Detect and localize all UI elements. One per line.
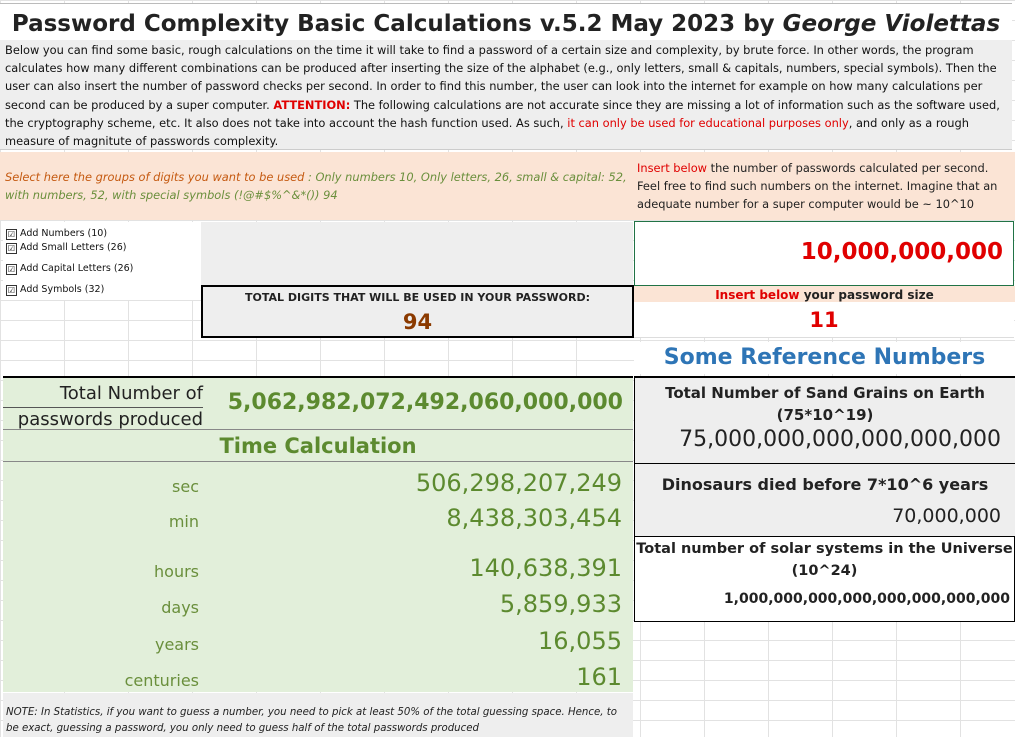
sand-value: 75,000,000,000,000,000,000: [679, 427, 1001, 452]
total-passwords-value: 5,062,982,072,492,060,000,000: [227, 390, 623, 415]
passwords-per-second-instruction: Insert below the number of passwords cal…: [633, 152, 1015, 220]
row-centuries-label: centuries: [124, 671, 199, 690]
row-days-value: 5,859,933: [499, 590, 622, 618]
reference-dinosaurs-box: Dinosaurs died before 7*10^6 years 70,00…: [634, 463, 1015, 536]
password-size-input[interactable]: 11: [634, 302, 1014, 338]
title-author: George Violettas: [782, 11, 1001, 37]
password-size-label-cell: Insert below your password size: [634, 286, 1015, 302]
total-passwords-label-line2: passwords produced: [17, 409, 203, 430]
checkbox-small-letters-label: Add Small Letters (26): [20, 242, 127, 253]
password-size-label: your password size: [799, 288, 934, 302]
reference-solar-box: Total number of solar systems in the Uni…: [634, 536, 1015, 622]
reference-sand-box: Total Number of Sand Grains on Earth (75…: [634, 376, 1015, 463]
checkbox-panel: ☑ Add Numbers (10) ☑ Add Small Letters (…: [3, 222, 201, 300]
row-centuries-value: 161: [576, 663, 622, 691]
note-text: NOTE: In Statistics, if you want to gues…: [6, 707, 617, 734]
description-part2: The following calculations are not accur…: [5, 97, 1000, 130]
passwords-per-second-text: the number of passwords calculated per s…: [637, 161, 998, 211]
checkbox-symbols[interactable]: ☑ Add Symbols (32): [6, 284, 198, 296]
checkbox-capital-letters-check-icon[interactable]: ☑: [6, 263, 17, 275]
password-size-value: 11: [809, 308, 839, 332]
groups-instruction: Select here the groups of digits you wan…: [0, 152, 633, 220]
insert-below-label: Insert below: [637, 161, 707, 175]
total-passwords-label: Total Number of passwords produced: [3, 381, 203, 433]
total-passwords-row: Total Number of passwords produced 5,062…: [3, 376, 633, 430]
total-digits-label: TOTAL DIGITS THAT WILL BE USED IN YOUR P…: [245, 291, 590, 304]
row-min-label: min: [168, 512, 199, 531]
sand-label-line2: (75*10^19): [776, 406, 874, 424]
checkbox-capital-letters-label: Add Capital Letters (26): [20, 263, 134, 274]
checkbox-numbers-label: Add Numbers (10): [20, 228, 108, 239]
total-digits-value: 94: [402, 310, 433, 334]
row-hours-value: 140,638,391: [469, 554, 622, 582]
dinosaurs-label: Dinosaurs died before 7*10^6 years: [661, 475, 989, 494]
educational-note: it can only be used for educational purp…: [567, 115, 849, 130]
time-rows-panel: [3, 462, 633, 692]
reference-header-text: Some Reference Numbers: [663, 345, 986, 370]
passwords-per-second-value: 10,000,000,000: [800, 239, 1003, 265]
sand-label-line1: Total Number of Sand Grains on Earth: [665, 384, 985, 402]
passwords-per-second-input[interactable]: 10,000,000,000: [634, 221, 1014, 286]
time-calculation-header-text: Time Calculation: [219, 434, 417, 458]
checkbox-symbols-label: Add Symbols (32): [20, 284, 105, 295]
dinosaurs-value: 70,000,000: [892, 505, 1001, 527]
checkbox-symbols-check-icon[interactable]: ☑: [6, 284, 17, 296]
time-calculation-header: Time Calculation: [3, 429, 633, 462]
row-min-value: 8,438,303,454: [446, 504, 622, 532]
password-size-insert-below: Insert below: [715, 288, 800, 302]
description-panel: Below you can find some basic, rough cal…: [0, 40, 1012, 150]
groups-instruction-text: Select here the groups of digits you wan…: [5, 170, 305, 184]
checkbox-small-letters[interactable]: ☑ Add Small Letters (26): [6, 242, 198, 254]
groups-instruction-rest: : Only numbers 10, Only letters, 26, sma…: [5, 170, 627, 202]
checkbox-small-letters-check-icon[interactable]: ☑: [6, 242, 17, 254]
attention-label: ATTENTION:: [273, 97, 351, 112]
row-hours-label: hours: [154, 562, 199, 581]
checkbox-capital-letters[interactable]: ☑ Add Capital Letters (26): [6, 263, 198, 275]
row-years-label: years: [154, 635, 199, 654]
solar-value: 1,000,000,000,000,000,000,000,000: [723, 591, 1010, 607]
checkbox-numbers[interactable]: ☑ Add Numbers (10): [6, 228, 198, 240]
row-years-value: 16,055: [538, 627, 622, 655]
total-digits-box: TOTAL DIGITS THAT WILL BE USED IN YOUR P…: [201, 285, 634, 338]
solar-label-line2: (10^24): [791, 563, 858, 579]
description-part1: Below you can find some basic, rough cal…: [5, 43, 997, 112]
filler-cell: [201, 222, 633, 285]
total-passwords-label-line1: Total Number of: [59, 383, 203, 404]
checkbox-numbers-check-icon[interactable]: ☑: [6, 228, 17, 240]
page-title: Password Complexity Basic Calculations v…: [0, 3, 1012, 43]
note-panel: NOTE: In Statistics, if you want to gues…: [3, 693, 633, 737]
row-sec-label: sec: [172, 477, 199, 496]
title-main: Password Complexity Basic Calculations v…: [11, 11, 783, 37]
solar-label-line1: Total number of solar systems in the Uni…: [636, 541, 1013, 557]
row-sec-value: 506,298,207,249: [415, 469, 622, 497]
row-days-label: days: [161, 598, 199, 617]
description-part3: , and only as a rough measure of magnitu…: [5, 115, 969, 149]
reference-header: Some Reference Numbers: [634, 342, 1015, 374]
